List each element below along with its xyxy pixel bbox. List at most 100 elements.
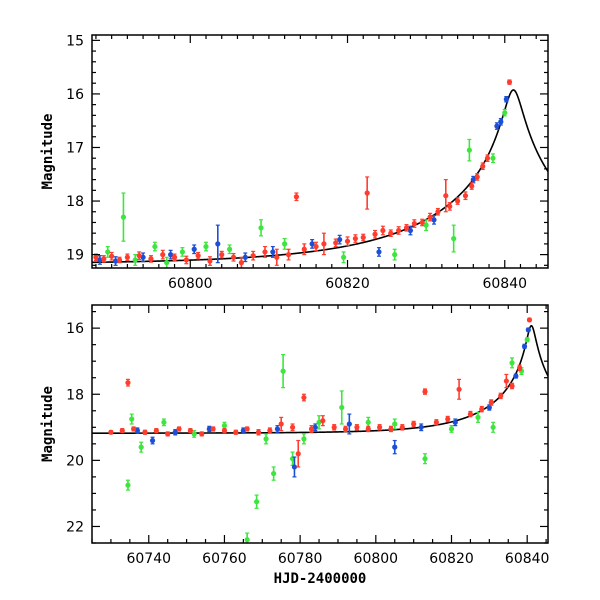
data-point xyxy=(475,411,481,423)
data-point xyxy=(342,425,349,433)
data-point xyxy=(129,413,135,425)
data-point xyxy=(258,219,264,237)
data-point xyxy=(274,248,280,266)
data-point xyxy=(364,176,370,210)
data-point xyxy=(321,232,327,256)
data-point xyxy=(490,153,496,164)
data-point xyxy=(337,234,343,245)
data-point xyxy=(242,252,248,263)
data-point xyxy=(149,436,156,445)
data-point xyxy=(308,425,315,433)
data-point xyxy=(215,224,221,264)
data-point xyxy=(418,423,424,432)
data-point xyxy=(517,364,523,372)
data-point xyxy=(447,202,453,211)
data-point xyxy=(344,236,351,247)
data-point xyxy=(109,251,115,261)
data-point xyxy=(301,433,307,445)
y-axis-label: Magnitude xyxy=(40,386,56,462)
data-point xyxy=(433,419,439,426)
data-point xyxy=(411,219,417,228)
x-axis-label: HJD-2400000 xyxy=(274,571,367,587)
data-point xyxy=(443,179,449,213)
data-point xyxy=(469,182,475,190)
data-point xyxy=(506,79,513,85)
series-2 xyxy=(105,108,508,268)
data-point xyxy=(352,234,358,243)
data-point xyxy=(509,357,515,369)
data-point xyxy=(254,494,260,509)
data-point xyxy=(219,250,225,259)
data-point xyxy=(153,428,159,434)
data-point xyxy=(419,218,425,227)
data-point xyxy=(423,219,429,232)
series-2 xyxy=(125,337,530,543)
data-point xyxy=(454,197,461,205)
data-point xyxy=(164,256,170,268)
data-point xyxy=(132,254,138,266)
data-point xyxy=(365,425,371,433)
data-point xyxy=(271,466,277,481)
data-point xyxy=(210,426,216,432)
data-point xyxy=(244,532,250,543)
x-tick-label: 60740 xyxy=(126,551,171,567)
data-point xyxy=(262,245,268,258)
data-point xyxy=(255,429,262,436)
data-point xyxy=(372,229,378,239)
data-point xyxy=(105,245,111,258)
data-point xyxy=(313,241,319,252)
data-point xyxy=(392,439,398,455)
data-point xyxy=(456,378,462,400)
data-point xyxy=(101,255,107,263)
data-point xyxy=(179,247,186,257)
data-point xyxy=(244,426,250,432)
series-0 xyxy=(108,317,533,468)
data-point xyxy=(467,410,474,418)
data-point xyxy=(525,327,531,333)
series-1 xyxy=(134,327,531,478)
data-point xyxy=(490,421,496,433)
data-point xyxy=(301,243,307,256)
data-point xyxy=(171,253,178,262)
y-tick-label: 18 xyxy=(66,194,84,210)
y-tick-label: 16 xyxy=(66,321,84,337)
data-point xyxy=(125,479,131,491)
data-point xyxy=(291,456,298,478)
data-point xyxy=(484,154,491,163)
data-point xyxy=(160,249,166,260)
data-point xyxy=(498,392,504,400)
data-point xyxy=(221,421,228,430)
data-point xyxy=(526,317,533,323)
data-point xyxy=(301,393,307,402)
data-point xyxy=(183,255,189,265)
data-point xyxy=(195,251,201,260)
data-point xyxy=(509,382,515,390)
data-point xyxy=(125,378,131,387)
y-tick-label: 15 xyxy=(66,33,84,49)
data-point xyxy=(494,122,500,130)
data-point xyxy=(250,250,256,261)
data-point xyxy=(203,241,209,252)
data-point xyxy=(295,439,301,468)
data-point xyxy=(451,224,457,253)
data-point xyxy=(230,252,237,262)
data-point xyxy=(238,256,244,268)
data-point xyxy=(278,416,284,432)
data-point xyxy=(503,373,509,389)
data-point xyxy=(474,173,480,181)
data-point xyxy=(427,212,433,222)
data-point xyxy=(480,162,486,171)
data-point xyxy=(165,431,171,437)
data-point xyxy=(116,256,123,264)
data-point xyxy=(399,424,405,431)
data-point xyxy=(470,175,476,184)
data-point xyxy=(360,233,366,242)
data-point xyxy=(503,95,509,103)
axes-frame xyxy=(91,34,549,269)
data-point xyxy=(388,229,394,237)
data-point xyxy=(199,431,205,437)
data-point xyxy=(452,418,458,427)
data-point xyxy=(293,192,300,202)
x-tick-label: 60840 xyxy=(482,276,527,292)
